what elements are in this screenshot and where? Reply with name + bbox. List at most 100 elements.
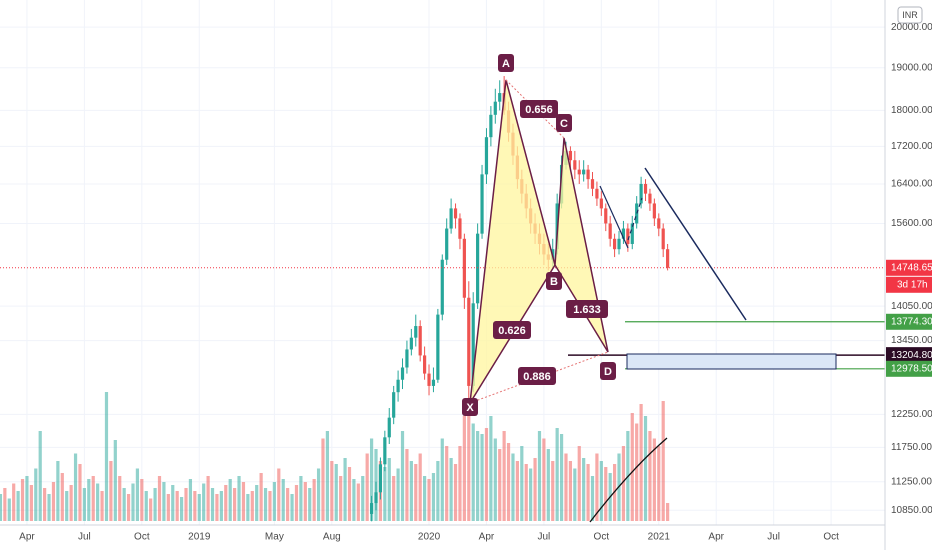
volume-bar	[343, 458, 347, 521]
candle-body	[568, 150, 573, 161]
volume-bar	[149, 498, 153, 521]
ratio-label: 0.626	[498, 325, 526, 337]
y-tick-label: 14050.00	[891, 301, 932, 312]
x-tick-label: May	[265, 532, 284, 543]
volume-bar	[427, 479, 431, 521]
volume-bar	[515, 461, 519, 521]
candle-body	[427, 373, 431, 386]
x-tick-label: Apr	[479, 532, 495, 543]
volume-bar	[166, 494, 170, 521]
ratio-box	[520, 100, 558, 118]
candle-body	[405, 349, 409, 368]
x-tick-label: Oct	[134, 532, 150, 543]
volume-bar	[122, 488, 126, 521]
volume-bar	[339, 476, 343, 521]
ratio-label: 0.656	[525, 104, 553, 116]
volume-bar	[564, 453, 568, 521]
volume-bar	[69, 485, 73, 521]
volume-bar	[202, 483, 206, 521]
volume-bar	[188, 479, 193, 521]
volume-bar	[7, 498, 11, 521]
point-box	[462, 398, 478, 416]
candle-body	[573, 160, 577, 170]
volume-bar	[91, 476, 95, 521]
currency-badge	[897, 6, 923, 24]
y-tick-label: 19000.00	[891, 62, 932, 73]
volume-bar	[418, 453, 422, 521]
volume-bar	[666, 503, 670, 521]
price-label-box	[886, 313, 932, 330]
volume-bar	[511, 453, 515, 521]
y-tick-label: 11750.00	[891, 442, 932, 453]
y-tick-label: 16400.00	[891, 179, 932, 190]
volume-bar	[453, 464, 458, 521]
volume-bar	[506, 443, 511, 521]
x-tick-label: 2019	[188, 532, 211, 543]
volume-bar	[568, 461, 573, 521]
volume-bar	[546, 449, 550, 521]
volume-bar	[109, 461, 113, 521]
volume-bar	[210, 488, 215, 521]
x-tick-label: Apr	[708, 532, 724, 543]
candle-body	[661, 228, 665, 250]
volume-bar	[643, 416, 648, 521]
candle-body	[630, 223, 634, 244]
volume-bar	[604, 467, 608, 521]
candle-body	[462, 238, 466, 298]
volume-bar	[153, 488, 157, 521]
candle-body	[612, 238, 617, 250]
volume-bar	[193, 491, 197, 521]
volume-bar	[493, 438, 497, 521]
candle-body	[608, 223, 612, 239]
volume-bar	[423, 476, 427, 521]
candle-body	[498, 93, 502, 102]
volume-bar	[100, 491, 104, 521]
y-tick-label: 12250.00	[891, 409, 932, 420]
candle-body	[621, 228, 626, 239]
xab-triangle	[469, 79, 556, 404]
trend-line	[599, 185, 629, 249]
volume-bar	[286, 488, 290, 521]
volume-bar	[489, 416, 493, 521]
price-label: 14748.65	[891, 262, 932, 273]
volume-bar	[82, 488, 86, 521]
volume-bar	[498, 449, 502, 521]
volume-bar	[595, 453, 599, 521]
volume-bar	[250, 491, 254, 521]
volume-bar	[197, 494, 201, 521]
y-tick-label: 15600.00	[891, 218, 932, 229]
x-tick-label: Jul	[538, 532, 551, 543]
volume-bar	[259, 473, 263, 521]
volume-bar	[325, 431, 330, 521]
candle-body	[414, 326, 418, 338]
price-label-box	[886, 259, 932, 276]
volume-bar	[334, 464, 338, 521]
trend-line	[644, 167, 747, 321]
volume-bar	[162, 482, 166, 521]
volume-bar	[43, 488, 47, 521]
y-tick-label: 13450.00	[891, 335, 932, 346]
candle-body	[639, 183, 643, 204]
volume-bar	[542, 438, 546, 521]
candle-body	[586, 169, 590, 180]
currency-label: INR	[902, 10, 918, 20]
volume-bar	[179, 497, 184, 521]
volume-bar	[330, 461, 334, 521]
volume-bar	[537, 431, 542, 521]
candle-body	[489, 114, 493, 138]
volume-bar	[347, 467, 352, 521]
volume-bar	[400, 431, 405, 521]
candle-body	[423, 355, 427, 374]
candle-body	[480, 174, 484, 234]
target-zone	[626, 353, 837, 370]
volume-bar	[529, 468, 533, 521]
volume-bar	[51, 482, 56, 521]
volume-bar	[294, 485, 299, 521]
volume-bar	[520, 446, 524, 521]
candle-body	[400, 367, 405, 380]
volume-bar	[184, 488, 188, 521]
volume-bar	[657, 446, 661, 521]
volume-bar	[60, 473, 64, 521]
volume-bar	[20, 479, 25, 521]
volume-bar	[299, 476, 303, 521]
